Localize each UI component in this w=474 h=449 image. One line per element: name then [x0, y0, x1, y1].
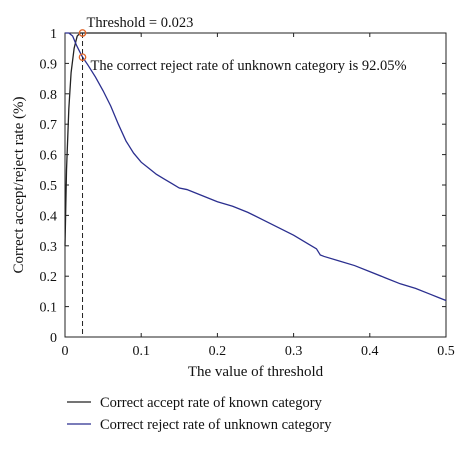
x-tick-label: 0.2: [209, 344, 227, 359]
legend-label: Correct accept rate of known category: [100, 395, 323, 411]
series-line-reject-rate: [65, 32, 447, 302]
threshold-reject-point: [78, 53, 87, 62]
threshold-marker: Threshold = 0.023 The correct reject rate…: [78, 15, 407, 337]
x-tick-label: 0: [62, 344, 69, 359]
legend-label: Correct reject rate of unknown category: [100, 417, 332, 433]
x-tick-label: 0.5: [437, 344, 455, 359]
legend: Correct accept rate of known category Cor…: [67, 395, 332, 433]
x-tick-label: 0.1: [132, 344, 150, 359]
axis-ticks: 0 0.1 0.2 0.3 0.4 0.5 0 0.1 0.2 0.3 0.4 0.5 0.6 0.7 0.…: [40, 27, 455, 359]
y-tick-label: 0.4: [40, 209, 58, 224]
y-tick-label: 0.5: [40, 179, 58, 194]
x-tick-label: 0.3: [285, 344, 303, 359]
y-tick-label: 0.8: [40, 88, 58, 103]
y-tick-label: 0.2: [40, 270, 58, 285]
plot-frame: [64, 32, 447, 338]
y-tick-label: 0.3: [40, 240, 58, 255]
y-tick-label: 1: [50, 27, 57, 42]
y-tick-label: 0.7: [40, 118, 58, 133]
series-line-accept-rate: [64, 32, 142, 246]
series-lines: [64, 32, 447, 302]
reject-rate-annotation: The correct reject rate of unknown categ…: [91, 58, 407, 74]
y-tick-label: 0: [50, 331, 57, 346]
y-axis-label: Correct accept/reject rate (%): [11, 97, 27, 274]
plot-area-border: [64, 32, 447, 338]
threshold-accept-point: [78, 29, 87, 37]
y-tick-label: 0.1: [40, 301, 58, 316]
x-tick-label: 0.4: [361, 344, 379, 359]
y-tick-label: 0.9: [40, 57, 58, 72]
axis-labels: The value of threshold Correct accept/rej…: [11, 97, 324, 380]
threshold-annotation: Threshold = 0.023: [87, 15, 194, 31]
x-axis-label: The value of threshold: [188, 364, 324, 380]
y-tick-label: 0.6: [40, 149, 58, 164]
